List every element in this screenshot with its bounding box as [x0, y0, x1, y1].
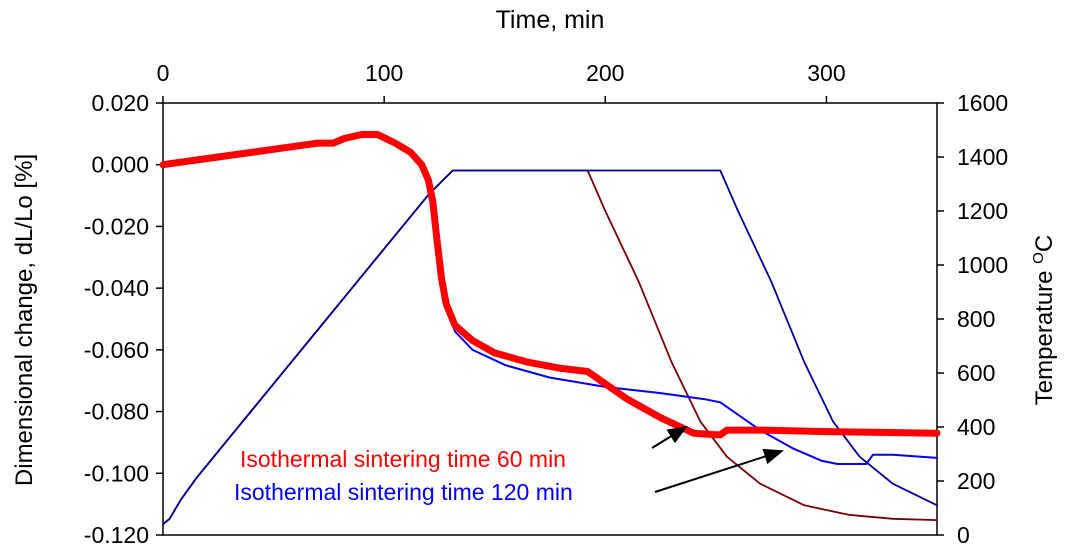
y2-tick-label: 800 — [957, 306, 995, 332]
y-axis-title: Dimensional change, dL/Lo [%] — [11, 154, 38, 486]
y2-tick-label: 1200 — [957, 198, 1008, 224]
y-tick-label: -0.040 — [84, 275, 149, 301]
x-tick-label: 0 — [157, 60, 170, 86]
annotation-60min: Isothermal sintering time 60 min — [240, 446, 566, 472]
y-tick-label: -0.060 — [84, 337, 149, 363]
annotation-120min: Isothermal sintering time 120 min — [234, 479, 573, 505]
y-tick-label: -0.080 — [84, 399, 149, 425]
y2-tick-label: 200 — [957, 468, 995, 494]
x-tick-label: 200 — [586, 60, 624, 86]
y2-tick-label: 0 — [957, 522, 970, 548]
series-lines — [159, 131, 941, 526]
y2-axis-title: Temperature OC — [1030, 235, 1058, 405]
y2-axis-title-unit: C — [1031, 235, 1058, 252]
y2-axis-title-main: Temperature — [1031, 264, 1058, 405]
y-tick-label: 0.000 — [91, 152, 149, 178]
y2-axis-title-sup: O — [1030, 252, 1047, 264]
y2-tick-label: 600 — [957, 360, 995, 386]
y2-tick-label: 1000 — [957, 252, 1008, 278]
y-tick-label: 0.020 — [91, 90, 149, 116]
y-tick-label: -0.120 — [84, 522, 149, 548]
axes: 0 100 200 300 0.020 0.000 -0.020 -0.040 -0.060 -0… — [84, 60, 1008, 548]
y-tick-label: -0.100 — [84, 460, 149, 486]
y2-tick-label: 400 — [957, 414, 995, 440]
y2-tick-label: 1600 — [957, 90, 1008, 116]
series-dl-120min — [162, 133, 938, 465]
x-tick-label: 300 — [807, 60, 845, 86]
x-tick-label: 100 — [365, 60, 403, 86]
arrow-120min — [654, 448, 784, 493]
series-dl-60min — [159, 131, 941, 439]
arrow-60min — [651, 425, 688, 449]
x-axis-title: Time, min — [496, 6, 605, 34]
y2-tick-label: 1400 — [957, 144, 1008, 170]
y-tick-label: -0.020 — [84, 213, 149, 239]
